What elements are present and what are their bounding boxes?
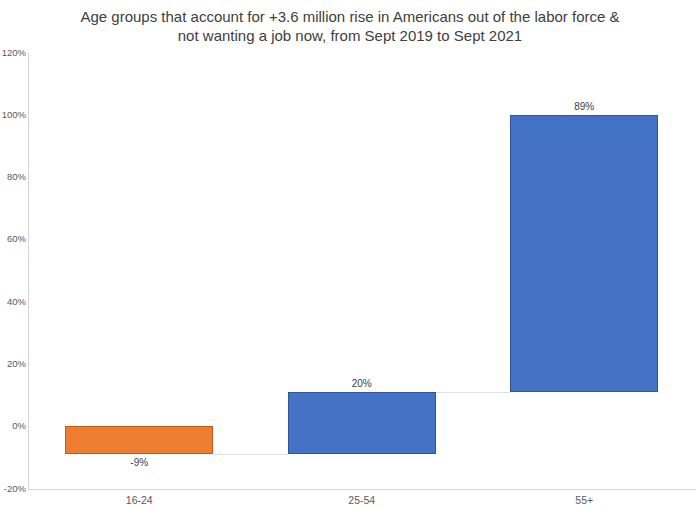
bar-data-label-16-24: -9% xyxy=(109,457,169,469)
y-axis-tick-label: 80% xyxy=(0,171,26,183)
y-axis-tick-label: 40% xyxy=(0,296,26,308)
chart-container: Age groups that account for +3.6 million… xyxy=(0,0,700,509)
y-axis-tick-label: 100% xyxy=(0,109,26,121)
x-axis-line xyxy=(28,489,696,490)
y-axis-line xyxy=(28,53,29,489)
bar-55plus xyxy=(510,115,658,392)
bar-16-24 xyxy=(65,426,213,454)
y-axis-tick-label: 20% xyxy=(0,358,26,370)
waterfall-connector-line xyxy=(213,454,288,455)
plot-area: 120% 100% 80% 60% 40% 20% 0% -20% -9% 16-24 20% 25-… xyxy=(0,0,700,509)
waterfall-connector-line xyxy=(436,392,511,393)
x-axis-category-label-55plus: 55+ xyxy=(544,494,624,507)
bar-25-54 xyxy=(288,392,436,454)
x-axis-category-label-25-54: 25-54 xyxy=(322,494,402,507)
bar-data-label-25-54: 20% xyxy=(332,378,392,390)
x-axis-category-label-16-24: 16-24 xyxy=(99,494,179,507)
bar-data-label-55plus: 89% xyxy=(554,101,614,113)
y-axis-tick-label: 0% xyxy=(0,420,26,432)
y-axis-tick-label: 120% xyxy=(0,47,26,59)
y-axis-tick-label: -20% xyxy=(0,483,26,495)
y-axis-tick-label: 60% xyxy=(0,233,26,245)
